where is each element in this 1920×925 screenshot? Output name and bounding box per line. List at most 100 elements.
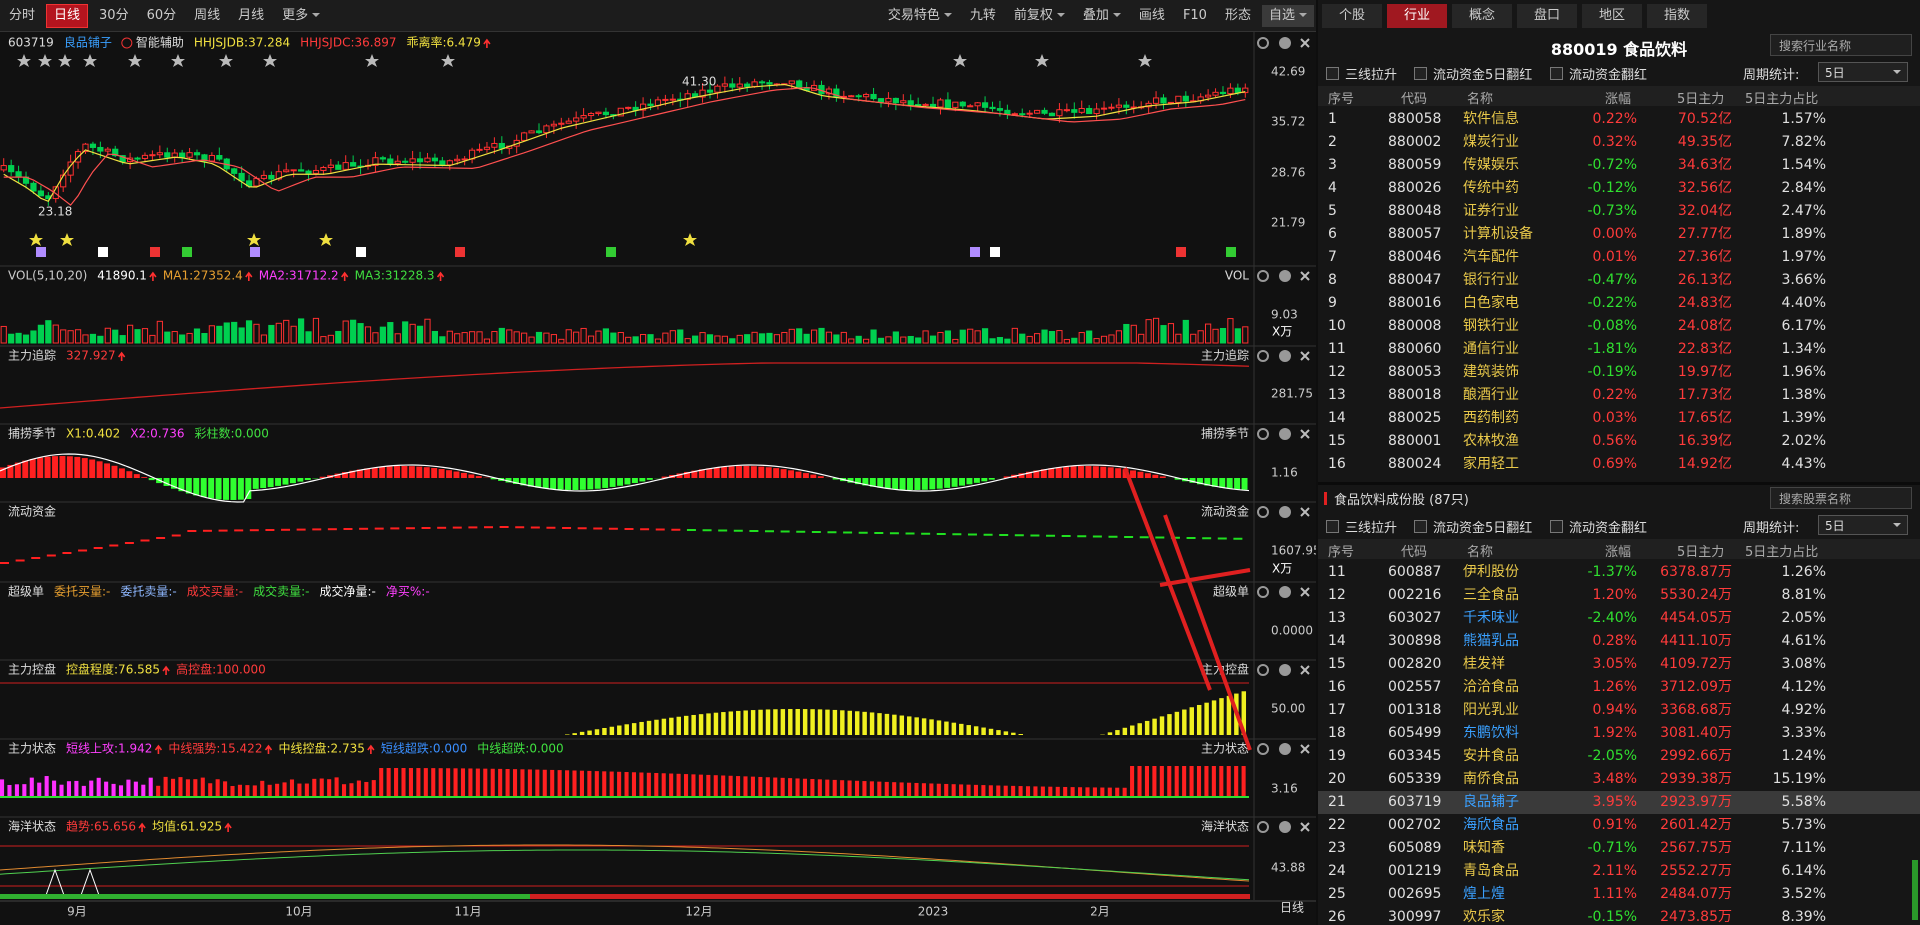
panel-tab[interactable]: 概念 xyxy=(1452,4,1512,28)
period-tab[interactable]: 分时 xyxy=(9,7,36,23)
table-row[interactable]: 3 880059 传媒娱乐 -0.72% 34.63亿 1.54% xyxy=(1318,154,1920,177)
table-row[interactable]: 12 880053 建筑装饰 -0.19% 19.97亿 1.96% xyxy=(1318,361,1920,384)
table-cell: -0.19% xyxy=(1587,364,1637,380)
table-cell: -0.73% xyxy=(1587,203,1637,219)
period-select[interactable]: 5日 xyxy=(1818,62,1908,82)
season-bar xyxy=(512,478,519,484)
table-row[interactable]: 20 605339 南侨食品 3.48% 2939.38万 15.19% xyxy=(1318,768,1920,791)
toolbar-button[interactable]: 前复权 xyxy=(1007,5,1072,27)
panel-indicator: 彩柱数:0.000 xyxy=(195,426,269,441)
panel-tab[interactable]: 个股 xyxy=(1322,4,1382,28)
table-row[interactable]: 21 603719 良品铺子 3.95% 2923.97万 5.58% xyxy=(1318,791,1920,814)
candle xyxy=(915,104,922,107)
toolbar-button[interactable]: F10 xyxy=(1182,7,1207,23)
period-tab[interactable]: 日线 xyxy=(46,3,89,28)
filter-checkbox[interactable]: 流动资金翻红 xyxy=(1550,517,1647,536)
state-bar xyxy=(1048,786,1053,796)
table-row[interactable]: 10 880008 钢铁行业 -0.08% 24.08亿 6.17% xyxy=(1318,315,1920,338)
toolbar-button[interactable]: 形态 xyxy=(1224,7,1251,23)
table-row[interactable]: 2 880002 煤炭行业 0.32% 49.35亿 7.82% xyxy=(1318,131,1920,154)
table-row[interactable]: 1 880058 软件信息 0.22% 70.52亿 1.57% xyxy=(1318,108,1920,131)
search-box[interactable]: 搜索行业名称 xyxy=(1770,34,1912,56)
candle xyxy=(431,157,439,162)
table-row[interactable]: 23 605089 味知香 -0.71% 2567.75万 7.11% xyxy=(1318,837,1920,860)
table-row[interactable]: 14 880025 西药制药 0.03% 17.65亿 1.39% xyxy=(1318,407,1920,430)
table-row[interactable]: 6 880057 计算机设备 0.00% 27.77亿 1.89% xyxy=(1318,223,1920,246)
filter-checkbox[interactable]: 三线拉升 xyxy=(1326,64,1397,83)
state-bar xyxy=(892,782,897,796)
table-row[interactable]: 17 001318 阳光乳业 0.94% 3368.68万 4.92% xyxy=(1318,699,1920,722)
toolbar-button[interactable]: 自选 xyxy=(1261,4,1314,27)
period-tab[interactable]: 60分 xyxy=(146,7,177,23)
table-row[interactable]: 15 880001 农林牧渔 0.56% 16.39亿 2.02% xyxy=(1318,430,1920,453)
table-row[interactable]: 12 002216 三全食品 1.20% 5530.24万 8.81% xyxy=(1318,584,1920,607)
search-box[interactable]: 搜索股票名称 xyxy=(1770,487,1912,509)
panel-tab[interactable]: 盘口 xyxy=(1517,4,1577,28)
season-bar xyxy=(1003,476,1010,478)
table-row[interactable]: 14 300898 熊猫乳品 0.28% 4411.10万 4.61% xyxy=(1318,630,1920,653)
table-row[interactable]: 11 880060 通信行业 -1.81% 22.83亿 1.34% xyxy=(1318,338,1920,361)
period-tab[interactable]: 月线 xyxy=(238,7,265,23)
volume-bar xyxy=(112,329,119,344)
season-bar xyxy=(572,478,579,490)
table-row[interactable]: 25 002695 煌上煌 1.11% 2484.07万 3.52% xyxy=(1318,883,1920,906)
table-cell: 4.40% xyxy=(1781,295,1826,311)
control-bar xyxy=(1137,723,1142,735)
table-row[interactable]: 19 603345 安井食品 -2.05% 2992.66万 1.24% xyxy=(1318,745,1920,768)
table-cell: 603027 xyxy=(1388,610,1442,626)
table-cell: 13 xyxy=(1328,610,1346,626)
period-select[interactable]: 5日 xyxy=(1818,515,1908,535)
panel-indicator: 净买%:- xyxy=(386,585,430,599)
table-row[interactable]: 11 600887 伊利股份 -1.37% 6378.87万 1.26% xyxy=(1318,561,1920,584)
panel-name: 主力控盘 xyxy=(1201,662,1249,677)
table-row[interactable]: 26 300997 欢乐家 -0.15% 2473.85万 8.39% xyxy=(1318,906,1920,925)
volume-bar xyxy=(409,323,416,344)
table-cell: 16 xyxy=(1328,679,1346,695)
table-row[interactable]: 7 880046 汽车配件 0.01% 27.36亿 1.97% xyxy=(1318,246,1920,269)
help-icon xyxy=(1279,428,1291,440)
candle xyxy=(15,171,22,178)
period-tab[interactable]: 30分 xyxy=(99,7,129,23)
state-bar xyxy=(7,784,12,796)
table-row[interactable]: 15 002820 桂发祥 3.05% 4109.72万 3.08% xyxy=(1318,653,1920,676)
table-row[interactable]: 16 002557 洽洽食品 1.26% 3712.09万 4.12% xyxy=(1318,676,1920,699)
table-row[interactable]: 13 603027 千禾味业 -2.40% 4454.05万 2.05% xyxy=(1318,607,1920,630)
state-bar xyxy=(438,768,443,796)
season-bar xyxy=(356,469,363,478)
volume-bar xyxy=(335,330,342,344)
candle xyxy=(416,158,424,163)
table-row[interactable]: 9 880016 白色家电 -0.22% 24.83亿 4.40% xyxy=(1318,292,1920,315)
filter-checkbox[interactable]: 三线拉升 xyxy=(1326,517,1397,536)
table-row[interactable]: 13 880018 酿酒行业 0.22% 17.73亿 1.38% xyxy=(1318,384,1920,407)
settings-icon xyxy=(1257,664,1269,676)
panel-tab[interactable]: 指数 xyxy=(1647,4,1707,28)
volume-bar xyxy=(929,335,937,344)
table-row[interactable]: 16 880024 家用轻工 0.69% 14.92亿 4.43% xyxy=(1318,453,1920,476)
table-row[interactable]: 18 605499 东鹏饮料 1.92% 3081.40万 3.33% xyxy=(1318,722,1920,745)
control-bar xyxy=(706,713,711,735)
filter-checkbox[interactable]: 流动资金5日翻红 xyxy=(1414,64,1532,83)
table-cell: 27.77亿 xyxy=(1677,226,1732,242)
table-row[interactable]: 4 880026 传统中药 -0.12% 32.56亿 2.84% xyxy=(1318,177,1920,200)
candle xyxy=(535,130,543,134)
table-row[interactable]: 5 880048 证券行业 -0.73% 32.04亿 2.47% xyxy=(1318,200,1920,223)
panel-tab[interactable]: 地区 xyxy=(1582,4,1642,28)
table-row[interactable]: 8 880047 银行行业 -0.47% 26.13亿 3.66% xyxy=(1318,269,1920,292)
table-row[interactable]: 22 002702 海欣食品 0.91% 2601.42万 5.73% xyxy=(1318,814,1920,837)
panel-indicator: HHJSJDB:37.284 xyxy=(194,36,290,50)
panel-tab[interactable]: 行业 xyxy=(1387,4,1447,28)
toolbar-button[interactable]: 画线 xyxy=(1138,7,1165,23)
toolbar-button[interactable]: 叠加 xyxy=(1076,5,1128,27)
state-bar xyxy=(304,783,309,796)
period-tab[interactable]: 更多 xyxy=(275,5,327,27)
candle xyxy=(944,99,952,108)
filter-checkbox[interactable]: 流动资金翻红 xyxy=(1550,64,1647,83)
period-tab[interactable]: 周线 xyxy=(194,7,221,23)
volume-bar xyxy=(0,325,7,344)
table-row[interactable]: 24 001219 青岛食品 2.11% 2552.27万 6.14% xyxy=(1318,860,1920,883)
season-bar xyxy=(676,473,683,478)
filter-checkbox[interactable]: 流动资金5日翻红 xyxy=(1414,517,1532,536)
toolbar-button[interactable]: 九转 xyxy=(969,7,996,23)
axis-label: 281.75 xyxy=(1271,387,1313,401)
toolbar-button[interactable]: 交易特色 xyxy=(881,5,959,27)
